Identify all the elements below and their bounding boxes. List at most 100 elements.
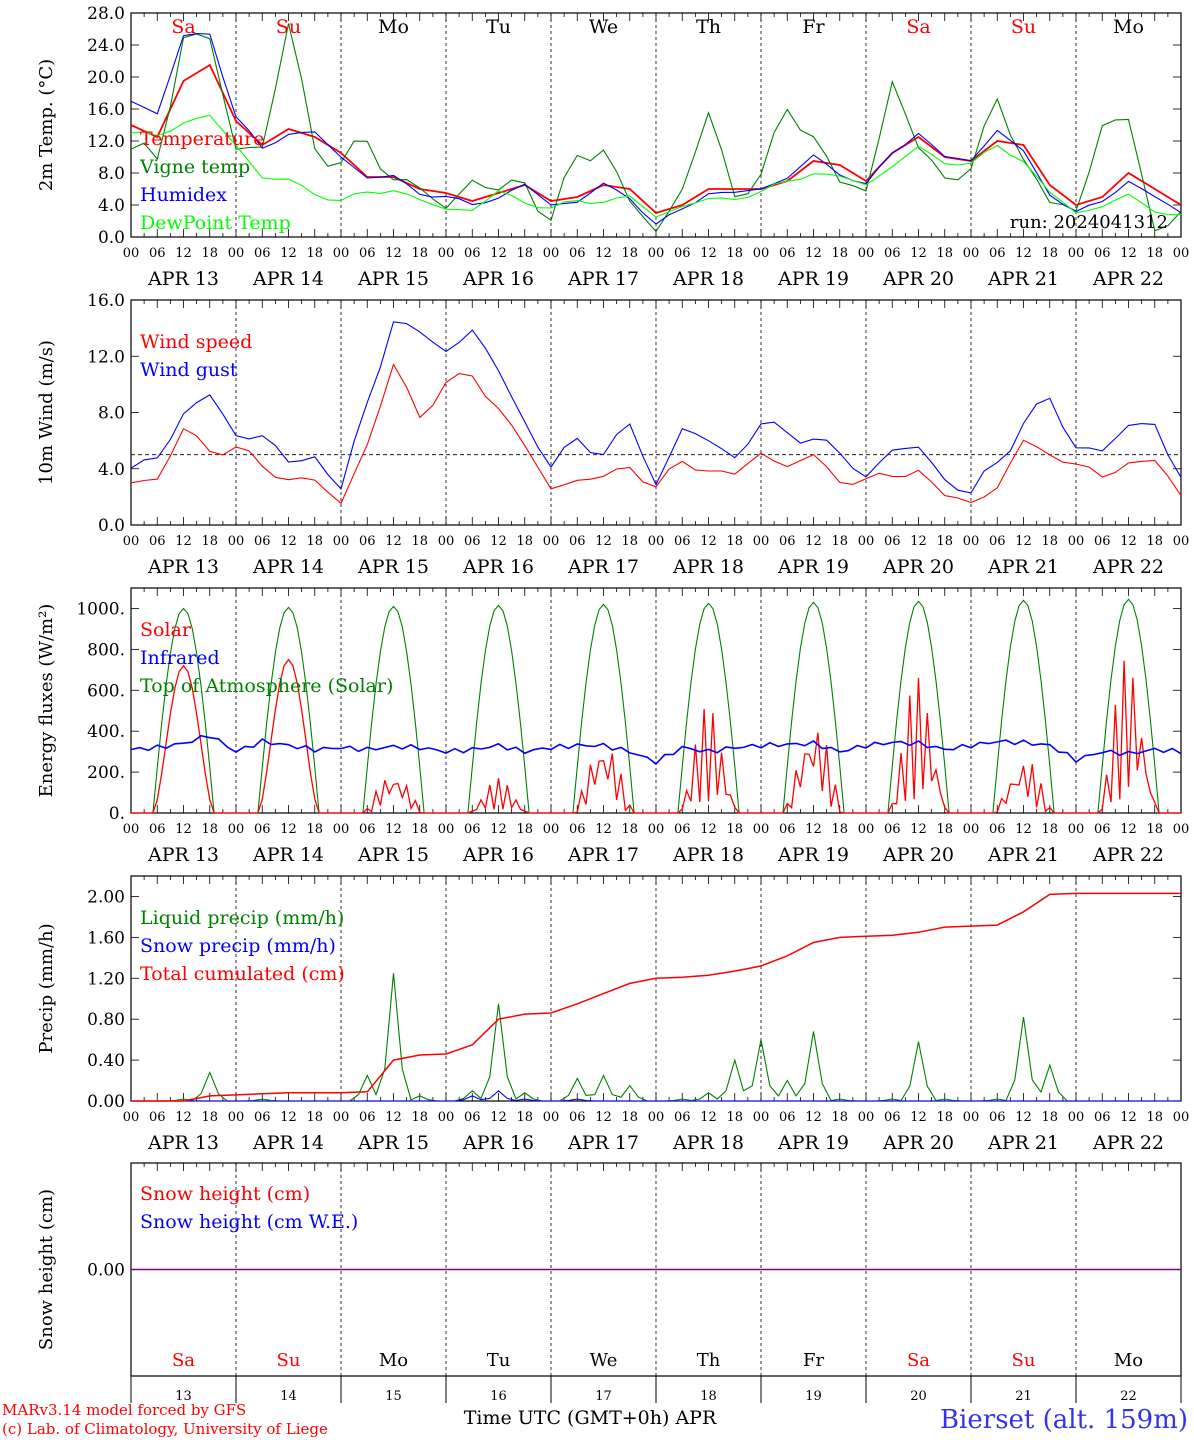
legend-wind-speed: Wind speed xyxy=(140,331,252,353)
panel-2-frame xyxy=(130,587,1182,814)
hour-tick-label: 18 xyxy=(936,534,953,549)
date-label: APR 22 xyxy=(1092,844,1164,866)
hour-tick-label: 18 xyxy=(831,534,848,549)
hour-tick-label: 00 xyxy=(858,822,875,837)
hour-tick-label: 12 xyxy=(805,1110,822,1125)
y-tick-label: 12.0 xyxy=(87,132,125,152)
hour-tick-label: 12 xyxy=(385,534,402,549)
hour-tick-label: 18 xyxy=(411,822,428,837)
date-label: APR 14 xyxy=(252,268,324,290)
day-abbr-label: Sa xyxy=(172,1350,195,1371)
date-label: APR 16 xyxy=(462,844,534,866)
date-label: APR 22 xyxy=(1092,268,1164,290)
day-number-label: 17 xyxy=(595,1389,612,1404)
hour-tick-label: 18 xyxy=(1146,246,1163,261)
y-tick-label: 28.0 xyxy=(87,4,125,24)
hour-tick-label: 12 xyxy=(280,1110,297,1125)
hour-tick-label: 06 xyxy=(674,1110,691,1125)
hour-tick-label: 00 xyxy=(123,534,140,549)
date-label: APR 13 xyxy=(147,556,219,578)
day-number-label: 14 xyxy=(280,1389,297,1404)
hour-tick-label: 18 xyxy=(201,246,218,261)
hour-tick-label: 00 xyxy=(438,534,455,549)
hour-tick-label: 18 xyxy=(831,246,848,261)
hour-tick-label: 12 xyxy=(1120,534,1137,549)
y-tick-label: 1000. xyxy=(76,599,125,619)
hour-tick-label: 06 xyxy=(254,822,271,837)
hour-tick-label: 12 xyxy=(175,822,192,837)
hour-tick-label: 00 xyxy=(753,534,770,549)
date-label: APR 20 xyxy=(882,1132,954,1154)
day-abbr-label: Fr xyxy=(803,1350,824,1371)
hour-tick-label: 18 xyxy=(936,246,953,261)
hour-tick-label: 00 xyxy=(543,1110,560,1125)
hour-tick-label: 00 xyxy=(963,1110,980,1125)
y-tick-label: 24.0 xyxy=(87,36,125,56)
day-abbr-label: We xyxy=(590,1350,618,1371)
hour-tick-label: 06 xyxy=(674,534,691,549)
y-tick-label: 800. xyxy=(87,640,125,660)
credit-line-2: (c) Lab. of Climatology, University of L… xyxy=(2,1420,328,1438)
hour-tick-label: 06 xyxy=(569,246,586,261)
hour-tick-label: 18 xyxy=(621,822,638,837)
credit-line-1: MARv3.14 model forced by GFS xyxy=(2,1401,246,1419)
legend-snow-height-cm-w-e-: Snow height (cm W.E.) xyxy=(140,1211,358,1233)
hour-tick-label: 06 xyxy=(989,534,1006,549)
y-tick-label: 400. xyxy=(87,722,125,742)
hour-tick-label: 18 xyxy=(1146,534,1163,549)
hour-tick-label: 00 xyxy=(123,246,140,261)
day-abbr-label: Su xyxy=(1011,16,1036,38)
hour-tick-label: 18 xyxy=(726,822,743,837)
series-infrared xyxy=(130,734,1182,766)
hour-tick-label: 00 xyxy=(228,1110,245,1125)
hour-tick-label: 18 xyxy=(1041,246,1058,261)
hour-tick-label: 06 xyxy=(884,534,901,549)
legend-humidex: Humidex xyxy=(140,184,227,206)
hour-tick-label: 00 xyxy=(333,246,350,261)
hour-tick-label: 06 xyxy=(779,1110,796,1125)
y-tick-label: 4.0 xyxy=(98,460,125,480)
date-label: APR 18 xyxy=(672,268,744,290)
hour-tick-label: 00 xyxy=(228,822,245,837)
hour-tick-label: 12 xyxy=(700,534,717,549)
hour-tick-label: 00 xyxy=(123,822,140,837)
hour-tick-label: 06 xyxy=(989,1110,1006,1125)
hour-tick-label: 18 xyxy=(831,822,848,837)
hour-tick-label: 00 xyxy=(438,246,455,261)
legend-dewpoint-temp: DewPoint Temp xyxy=(140,212,291,234)
x-axis-label: Time UTC (GMT+0h) APR xyxy=(464,1407,717,1429)
hour-tick-label: 06 xyxy=(1094,822,1111,837)
day-abbr-label: Th xyxy=(696,16,721,38)
y-axis-label: Precip (mm/h) xyxy=(36,923,57,1053)
hour-tick-label: 06 xyxy=(254,534,271,549)
hour-tick-label: 18 xyxy=(1146,1110,1163,1125)
hour-tick-label: 06 xyxy=(569,1110,586,1125)
hour-tick-label: 00 xyxy=(1173,1110,1190,1125)
day-abbr-label: Mo xyxy=(379,1350,408,1371)
date-label: APR 15 xyxy=(357,268,429,290)
hour-tick-label: 06 xyxy=(1094,1110,1111,1125)
y-tick-label: 2.00 xyxy=(87,887,125,907)
series-dewpoint-temp xyxy=(130,114,1182,218)
hour-tick-label: 18 xyxy=(201,822,218,837)
day-number-label: 20 xyxy=(910,1389,927,1404)
hour-tick-label: 12 xyxy=(910,246,927,261)
hour-tick-label: 12 xyxy=(175,1110,192,1125)
day-abbr-label: Sa xyxy=(907,1350,930,1371)
hour-tick-label: 12 xyxy=(595,1110,612,1125)
day-abbr-label: Mo xyxy=(378,16,409,38)
hour-tick-label: 06 xyxy=(989,246,1006,261)
date-label: APR 19 xyxy=(777,268,849,290)
hour-tick-label: 06 xyxy=(674,246,691,261)
y-axis-label: Snow height (cm) xyxy=(36,1189,57,1350)
hour-tick-label: 12 xyxy=(385,822,402,837)
hour-tick-label: 18 xyxy=(1146,822,1163,837)
hour-tick-label: 18 xyxy=(726,1110,743,1125)
hour-tick-label: 18 xyxy=(831,1110,848,1125)
date-label: APR 17 xyxy=(567,556,639,578)
y-tick-label: 20.0 xyxy=(87,68,125,88)
date-label: APR 22 xyxy=(1092,556,1164,578)
hour-tick-label: 12 xyxy=(175,246,192,261)
hour-tick-label: 12 xyxy=(490,822,507,837)
